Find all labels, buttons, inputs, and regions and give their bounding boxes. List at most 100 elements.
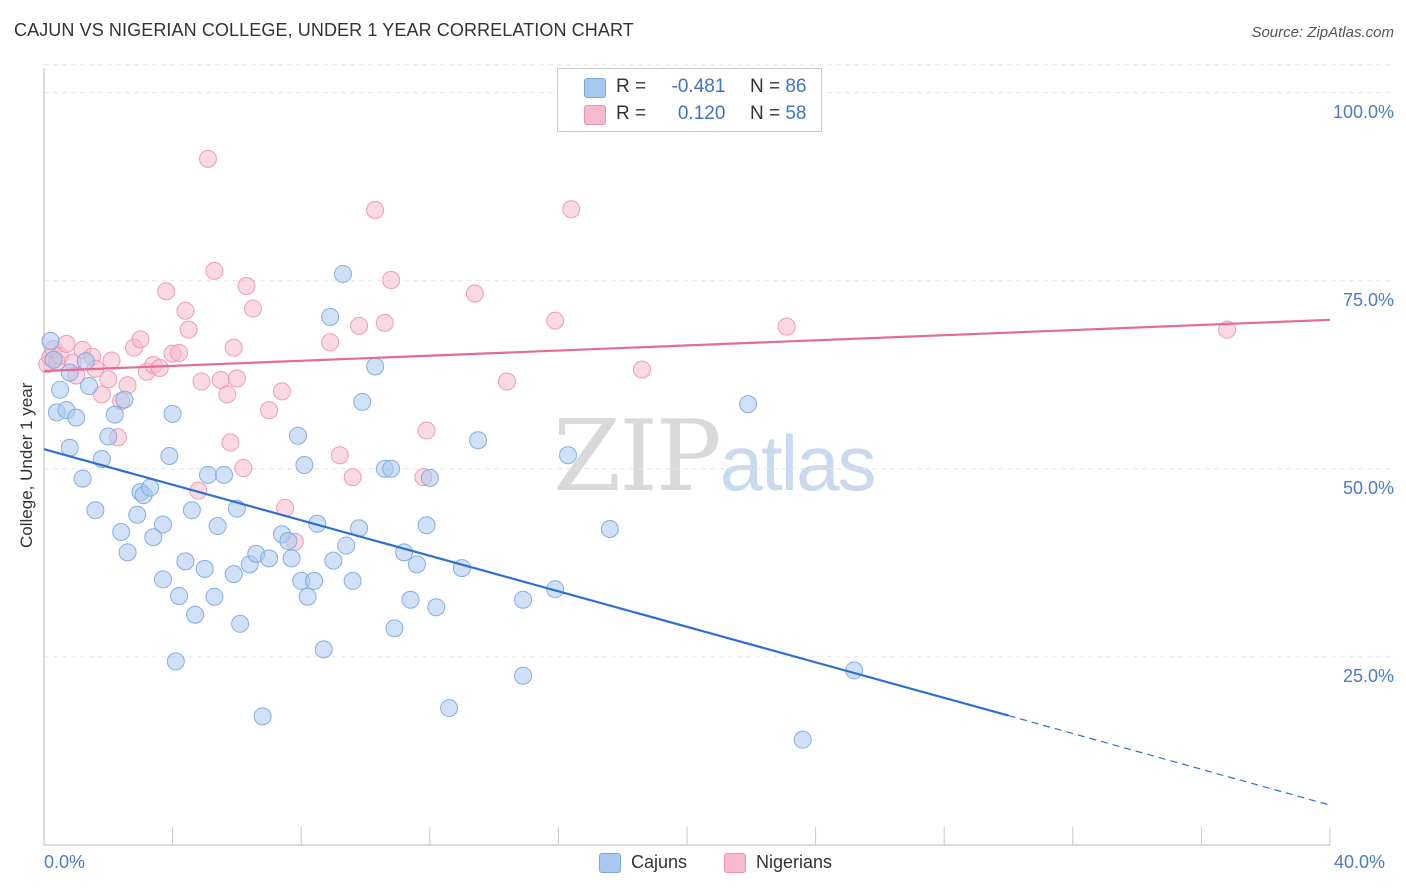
cajun-point [86, 501, 105, 520]
trend-lines [43, 318, 1331, 806]
cajun-point [195, 559, 214, 578]
cajun-point [385, 619, 404, 638]
cajun-point [208, 516, 227, 535]
cajun-point [144, 528, 163, 547]
cajun-point [353, 392, 372, 411]
y-tick-label: 50.0% [1342, 477, 1394, 498]
nigerian-point [777, 317, 796, 336]
nigerian-point [57, 334, 76, 353]
nigerian-point [131, 330, 150, 349]
nigerian-point [465, 284, 484, 303]
legend-r-value: 0.120 [677, 103, 726, 124]
cajun-point [166, 652, 185, 671]
cajun-point [99, 427, 118, 446]
legend-n-label: N = [749, 76, 781, 97]
cajun-point [60, 363, 79, 382]
watermark-atlas: atlas [719, 419, 877, 507]
axes [43, 68, 1331, 846]
cajun-point [67, 408, 86, 427]
cajun-point [44, 350, 63, 369]
cajun-point [153, 515, 172, 534]
cajun-point [298, 587, 317, 606]
cajun-point [793, 730, 812, 749]
y-tick-label: 100.0% [1332, 101, 1394, 122]
nigerian-point [350, 316, 369, 335]
cajun-point [141, 478, 160, 497]
cajun-point [260, 549, 279, 568]
cajun-point [366, 357, 385, 376]
nigerian-point [243, 299, 262, 318]
cajuns-swatch [584, 78, 606, 98]
nigerian-point [176, 301, 195, 320]
cajun-point [118, 543, 137, 562]
cajun-point [231, 614, 250, 633]
cajun-point [253, 707, 272, 726]
cajun-point [186, 605, 205, 624]
cajun-point [382, 459, 401, 478]
cajun-point [80, 377, 99, 396]
cajun-point [282, 549, 301, 568]
cajun-point [600, 520, 619, 538]
cajun-point [205, 587, 224, 606]
nigerian-point [221, 433, 240, 452]
nigerian-point [366, 200, 385, 219]
nigerian-point [157, 282, 176, 301]
nigerian-point [205, 261, 224, 280]
nigerian-point [497, 372, 516, 391]
nigerian-point [260, 401, 279, 420]
nigerian-point [102, 351, 121, 370]
nigerian-point [272, 382, 291, 401]
cajun-point [321, 307, 340, 326]
cajun-point [343, 571, 362, 590]
cajun-point [198, 465, 217, 484]
cajun-point [41, 331, 60, 350]
nigerian-point [237, 276, 256, 295]
cajun-point [420, 468, 439, 487]
nigerians-swatch [584, 105, 606, 125]
legend-r-value: -0.481 [671, 76, 726, 97]
cajun-point [333, 264, 352, 283]
nigerian-point [170, 343, 189, 362]
nigerian-point [375, 313, 394, 332]
cajun-point [401, 590, 420, 609]
x-tick-label-min: 0.0% [44, 852, 86, 872]
cajun-point [163, 404, 182, 423]
nigerian-point [99, 370, 118, 389]
cajuns-legend-label: Cajuns [631, 852, 688, 872]
nigerian-point [382, 270, 401, 289]
cajun-point [407, 555, 426, 574]
y-tick-label: 75.0% [1342, 289, 1394, 310]
cajun-point [153, 570, 172, 589]
cajun-point [337, 536, 356, 555]
cajun-point [176, 552, 195, 571]
cajun-point [559, 446, 578, 465]
legend-n-label: N = [749, 103, 781, 124]
cajun-point [739, 395, 758, 414]
nigerian-point [330, 446, 349, 465]
cajun-point [170, 586, 189, 605]
chart-source: Source: ZipAtlas.com [1251, 24, 1394, 41]
nigerian-point [234, 459, 253, 478]
nigerian-point [192, 372, 211, 391]
nigerians-legend-label: Nigerians [756, 852, 833, 872]
nigerian-point [198, 149, 217, 168]
cajun-point [115, 390, 134, 409]
zipatlas-watermark: ZIPatlas [553, 400, 877, 514]
cajun-point [279, 532, 298, 551]
nigerian-point [632, 360, 651, 379]
cajun-point [314, 640, 333, 659]
nigerian-point [562, 200, 581, 219]
cajun-point [128, 505, 147, 524]
legend-n-value: 86 [785, 76, 807, 97]
cajun-point [469, 431, 488, 450]
y-tick-label: 25.0% [1342, 665, 1394, 686]
cajun-point [427, 598, 446, 617]
legend-r-label: R = [616, 103, 647, 124]
cajun-point [76, 352, 95, 371]
cajun-point [295, 456, 314, 475]
cajun-point [51, 380, 70, 399]
nigerian-point [227, 369, 246, 388]
cajun-point [305, 571, 324, 590]
nigerian-point [1218, 320, 1237, 339]
